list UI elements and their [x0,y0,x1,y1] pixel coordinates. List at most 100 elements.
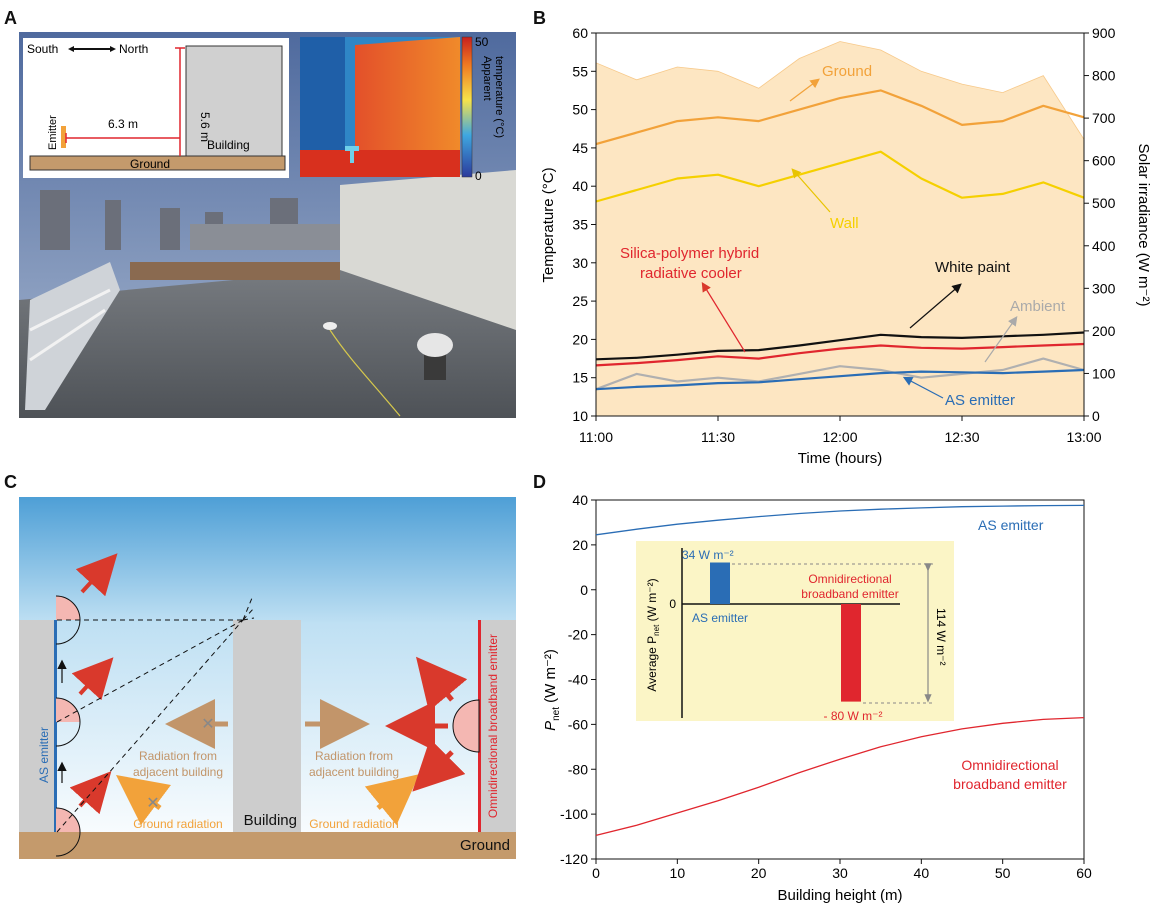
y-axis-left: 10 15 20 25 30 35 40 45 50 55 60 [572,25,596,424]
y-axis-label-left: Temperature (°C) [540,167,557,282]
annotation-arrow-wall [791,168,831,213]
label-white-paint-series: White paint [935,259,1011,276]
y-tick-label: -40 [568,672,588,688]
photo-emitter-rack [25,262,120,410]
y-tick-label: 30 [572,255,588,271]
series-line-wall [595,150,1085,203]
series-line-omnidirectional-broadband-emitter [595,716,1085,837]
series-line-silica-polymer-hybrid-radiative-cooler [595,342,1085,367]
blocked-mark-left: ✕ [201,716,214,733]
x-tick-label: 30 [832,865,848,881]
x-tick-label: 50 [995,865,1011,881]
x-axis-b: 11:00 11:30 12:00 12:30 13:00 [579,416,1102,445]
inset-bar-as-value: 34 W m⁻² [682,548,734,562]
omni-emission-lobe [385,656,480,792]
inset-background [636,541,954,721]
label-ground-c: Ground [460,837,510,854]
y-tick-label: 35 [572,217,588,233]
panel-a: South North Building Ground Emitter 6.3 … [19,32,516,418]
y-tick-label: 25 [572,293,588,309]
colorbar-max: 50 [475,35,489,49]
y-tick-label: 60 [572,25,588,41]
ground-arrow-left [116,775,171,825]
blocked-mark-ground: ✕ [146,795,159,812]
x-tick-label: 12:00 [822,429,857,445]
annotation-arrow-ambient [984,316,1018,363]
label-as-emitter-series: AS emitter [945,392,1015,409]
annotation-arrow-ground [789,78,820,102]
inset-difference-label: 114 W m⁻² [934,608,948,665]
left-building [19,620,55,832]
inset-omni-label-2: broadband emitter [801,587,898,601]
label-omni-emitter-c: Omnidirectional broadband emitter [486,634,500,818]
label-cooler-series-1: Silica-polymer hybrid [620,245,759,262]
ground-strip [19,832,516,859]
y-tick-label: 45 [572,140,588,156]
y-tick-label: 40 [572,178,588,194]
dashed-rays [56,597,255,833]
thermal-emitter [345,146,359,151]
y-tick-label: 55 [572,63,588,79]
thermal-ground [300,150,460,177]
label-wall-series: Wall [830,215,859,232]
y-axis-label-right: Solar irradiance (W m⁻²) [1135,144,1150,307]
x-tick-label: 11:00 [579,429,613,445]
photo-city-skyline [40,190,340,250]
label-cooler-series-2: radiative cooler [640,265,742,282]
x-tick-label: 12:30 [944,429,979,445]
photo-parapet [130,262,340,280]
schematic-ground [29,155,286,171]
y-axis-d: -120 -100 -80 -60 -40 -20 0 20 40 [560,492,596,867]
label-south: South [27,42,58,56]
label-building-c: Building [244,812,297,829]
label-building: Building [207,138,250,152]
photo-cable [329,329,401,417]
label-as-emitter-c: AS emitter [37,727,51,783]
label-ground-rad-right: Ground radiation [309,817,398,831]
label-ambient-series: Ambient [1010,298,1066,315]
y-right-tick-label: 0 [1092,408,1100,424]
schematic-inset: South North Building Ground Emitter 6.3 … [23,38,289,178]
inset-bar-chart: 0 Average Pnet (W m⁻²) 34 W m⁻² AS emitt… [636,541,954,723]
inset-zero-label: 0 [669,597,676,611]
y-tick-label: 50 [572,102,588,118]
series-line-ambient [595,357,1085,391]
y-tick-label: 10 [572,408,588,424]
as-emission-lobes [55,553,118,857]
label-ground: Ground [130,157,170,171]
label-omni-d-1: Omnidirectional [961,757,1058,773]
y-tick-label: 15 [572,370,588,386]
colorbar-label-1: Apparent [481,56,493,101]
thermal-inset: 50 0 Apparent temperature (°C) [300,35,505,183]
y-right-tick-label: 100 [1092,365,1116,381]
x-tick-label: 0 [592,865,600,881]
series-line-as-emitter [595,504,1085,536]
chart-temperature: 10 15 20 25 30 35 40 45 50 55 60 0 100 200 300 400 500 6… [540,25,1150,467]
y-axis-right: 0 100 200 300 400 500 600 700 800 900 [1084,25,1116,424]
inset-omni-label-1: Omnidirectional [808,572,891,586]
x-tick-label: 13:00 [1066,429,1101,445]
thermal-sky [300,37,345,150]
label-ground-series: Ground [822,63,872,80]
label-rad-right-1: Radiation from [315,749,393,763]
y-right-tick-label: 200 [1092,323,1116,339]
y-tick-label: -60 [568,716,588,732]
thermal-wall [355,37,460,177]
label-ground-rad-left: Ground radiation [133,817,222,831]
x-tick-label: 11:30 [701,429,735,445]
label-north: North [119,42,148,56]
right-building [480,620,516,832]
x-tick-label: 40 [914,865,930,881]
label-rad-left-1: Radiation from [139,749,217,763]
panel-letter-b: B [533,8,546,28]
as-emitter-strip [54,620,57,832]
panel-letter-d: D [533,472,546,492]
y-right-tick-label: 900 [1092,25,1116,41]
y-right-tick-label: 500 [1092,195,1116,211]
photo-sensor [323,322,337,330]
x-tick-label: 60 [1076,865,1092,881]
inset-bar-omni [841,604,861,702]
direction-arrow-heads [68,46,116,52]
x-axis-label-b: Time (hours) [798,450,882,467]
